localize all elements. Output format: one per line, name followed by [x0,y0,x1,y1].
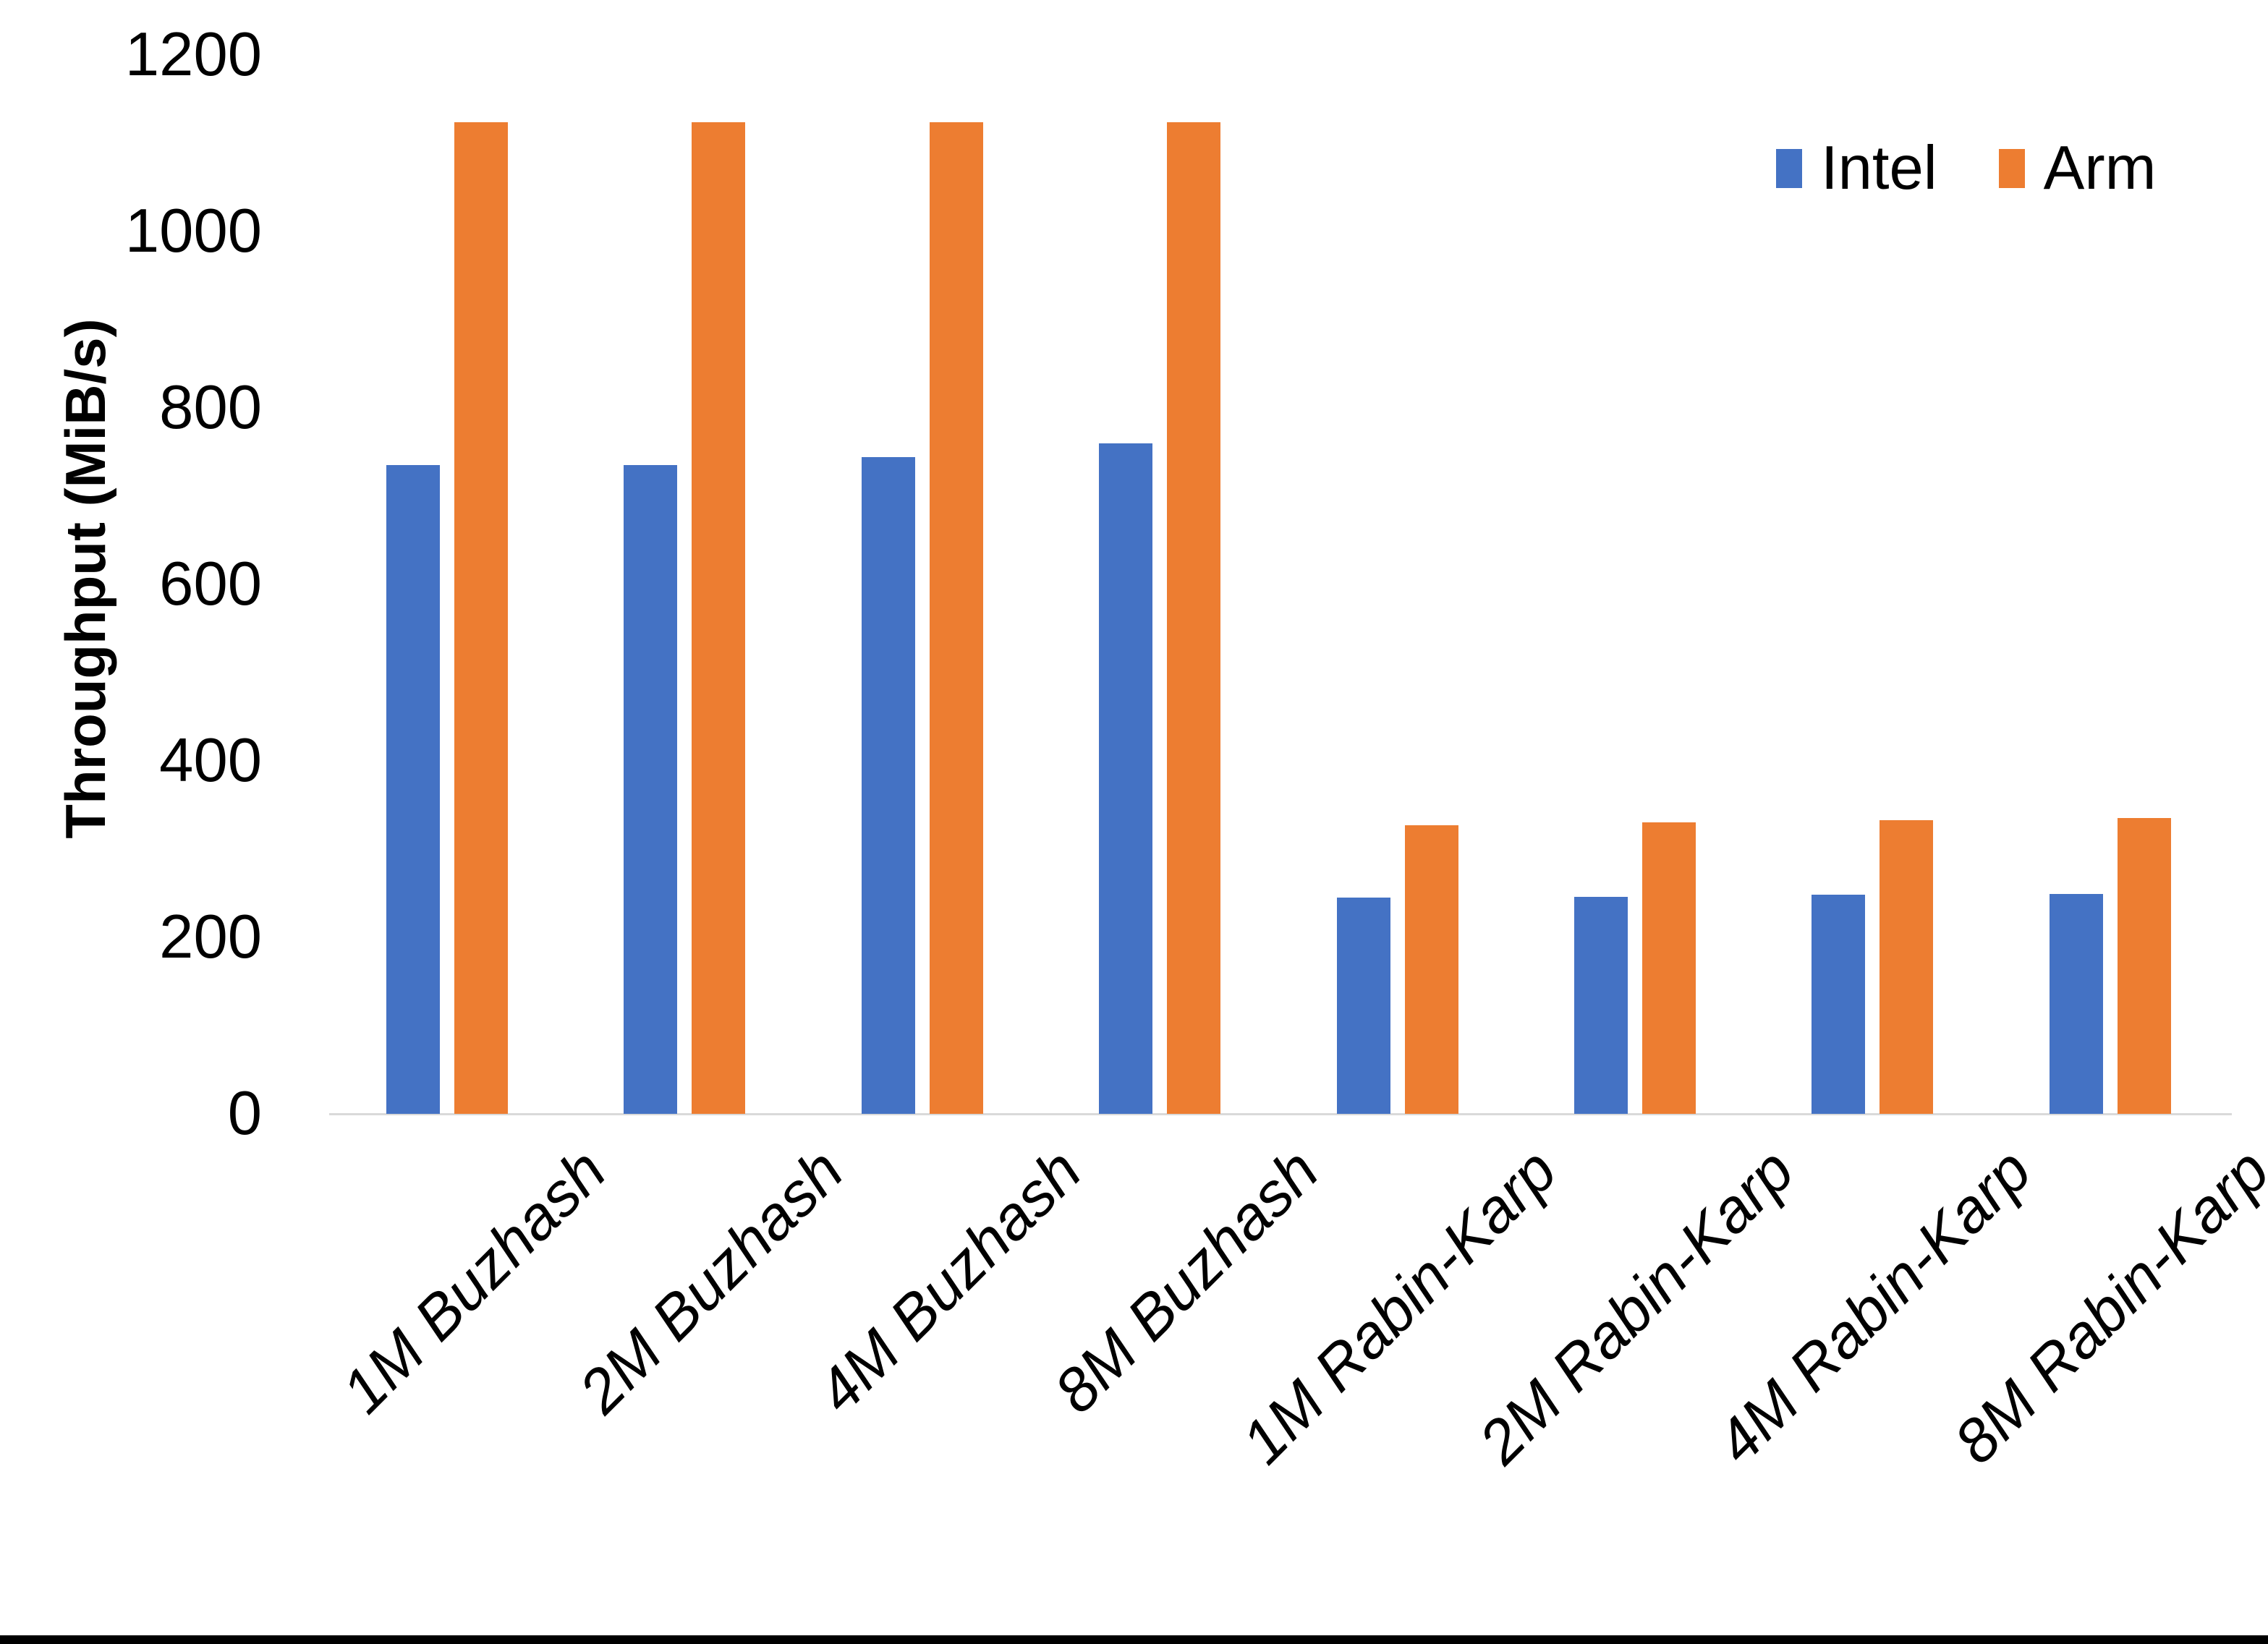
bar-intel-4 [1099,443,1153,1114]
bar-arm-6 [1642,822,1696,1114]
y-tick-label: 200 [159,903,262,971]
legend: Intel Arm [1776,132,2156,205]
bar-arm-1 [454,122,508,1114]
bar-intel-5 [1336,898,1390,1114]
bar-arm-2 [692,122,746,1114]
legend-label: Arm [2043,134,2157,203]
bar-arm-7 [1880,819,1934,1114]
bottom-border [0,1635,2268,1644]
y-tick-label: 0 [227,1079,262,1148]
y-tick-label: 800 [159,373,262,442]
bar-intel-1 [386,465,440,1114]
x-axis-line [329,1113,2232,1115]
bar-intel-6 [1574,896,1628,1114]
bar-arm-4 [1167,122,1221,1114]
legend-swatch-arm [1998,149,2025,188]
legend-item-intel: Intel [1776,132,1937,205]
bar-arm-5 [1404,825,1458,1114]
bar-arm-8 [2117,818,2171,1114]
bar-arm-3 [929,122,983,1114]
bar-intel-3 [861,457,915,1114]
y-tick-label: 1200 [124,20,262,89]
legend-item-arm: Arm [1998,132,2157,205]
legend-label: Intel [1821,134,1937,203]
legend-swatch-intel [1776,149,1802,188]
y-tick-label: 600 [159,550,262,618]
bar-intel-2 [624,465,678,1114]
y-tick-label: 400 [159,726,262,795]
bar-intel-7 [1812,895,1866,1114]
y-tick-label: 1000 [124,197,262,265]
bar-intel-8 [2049,894,2103,1114]
